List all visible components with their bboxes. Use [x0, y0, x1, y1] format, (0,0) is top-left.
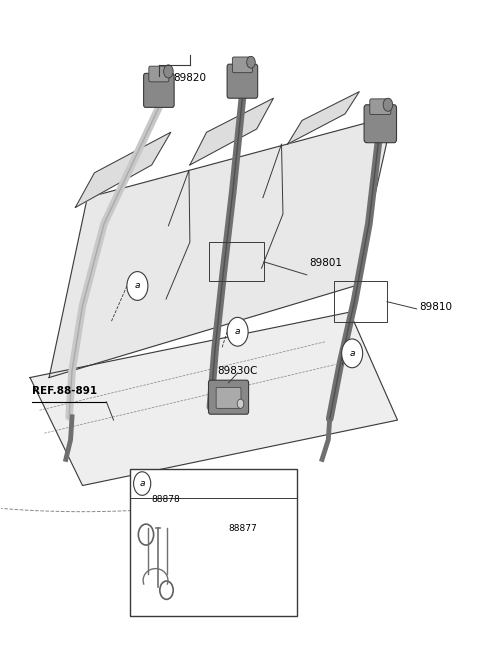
Circle shape [383, 98, 393, 111]
Text: 88877: 88877 [228, 524, 257, 533]
FancyBboxPatch shape [149, 66, 169, 82]
Text: 89830C: 89830C [217, 367, 258, 376]
Circle shape [127, 271, 148, 300]
Polygon shape [75, 132, 171, 208]
Text: 89820: 89820 [173, 73, 206, 83]
Circle shape [133, 472, 151, 495]
FancyBboxPatch shape [208, 380, 249, 414]
Text: 89801: 89801 [309, 258, 342, 268]
Bar [130, 469, 297, 616]
Text: REF.88-891: REF.88-891 [33, 386, 97, 396]
FancyBboxPatch shape [370, 99, 391, 114]
Text: a: a [139, 479, 145, 488]
Bar [335, 281, 387, 322]
FancyBboxPatch shape [144, 74, 174, 107]
FancyBboxPatch shape [232, 57, 252, 73]
FancyBboxPatch shape [227, 64, 258, 98]
Polygon shape [190, 98, 274, 165]
Bar [209, 242, 264, 281]
Text: a: a [349, 349, 355, 358]
Polygon shape [288, 92, 360, 144]
FancyBboxPatch shape [364, 104, 396, 143]
Circle shape [237, 399, 244, 408]
Circle shape [247, 57, 255, 68]
Text: a: a [135, 281, 140, 290]
Text: 88878: 88878 [152, 495, 180, 504]
Circle shape [227, 317, 248, 346]
Circle shape [164, 65, 173, 78]
Text: 89810: 89810 [419, 302, 452, 312]
Circle shape [342, 339, 363, 368]
Polygon shape [49, 116, 393, 378]
Text: a: a [235, 327, 240, 336]
Polygon shape [30, 312, 397, 486]
FancyBboxPatch shape [216, 388, 241, 408]
